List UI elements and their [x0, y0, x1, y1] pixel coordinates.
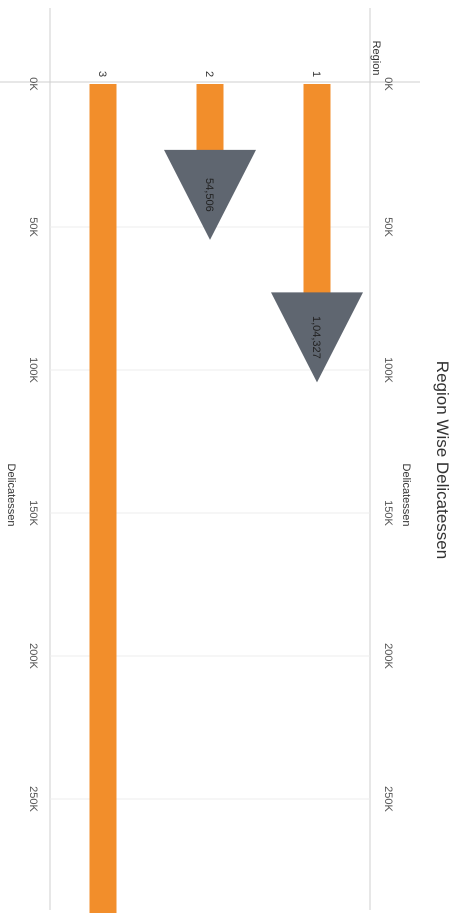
tick-label-bottom: 250K: [27, 786, 39, 812]
tick-label-bottom: 0K: [27, 77, 39, 91]
tick-label-top: 100K: [382, 357, 394, 383]
chart-title: Region Wise Delicatessen: [433, 361, 452, 559]
bar-end-marker: [164, 149, 256, 240]
tick-label-bottom: 200K: [27, 643, 39, 669]
category-axis-title: Region: [370, 41, 382, 76]
value-axis-title-top: Delicatessen: [400, 464, 412, 527]
tick-label-top: 200K: [382, 643, 394, 669]
tick-label-top: 250K: [382, 786, 394, 812]
tick-label-bottom: 150K: [27, 500, 39, 526]
chart-frame: [0, 8, 420, 910]
tick-labels: 0K0K50K50K100K100K150K150K200K200K250K25…: [27, 71, 394, 813]
tick-label-bottom: 100K: [27, 357, 39, 383]
tick-label-bottom: 50K: [27, 217, 39, 237]
bar-end-marker: [271, 292, 363, 383]
bar: [89, 84, 117, 913]
data-label: 54,506: [203, 178, 215, 212]
tick-label-top: 0K: [382, 77, 394, 91]
data-label: 1,04,327: [310, 316, 322, 359]
category-label: 1: [310, 71, 322, 77]
tick-label-top: 50K: [382, 217, 394, 237]
bar: [303, 84, 331, 295]
value-axis-title-bottom: Delicatessen: [5, 464, 17, 527]
bar: [196, 84, 224, 152]
category-label: 2: [203, 71, 215, 77]
category-label: 3: [96, 71, 108, 77]
tick-label-top: 150K: [382, 500, 394, 526]
